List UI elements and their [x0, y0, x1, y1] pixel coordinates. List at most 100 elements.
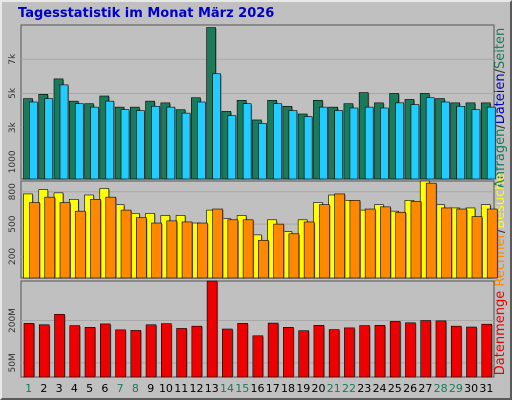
bar-dateien-day-9	[151, 105, 160, 180]
bar-rechner-day-20	[319, 204, 330, 279]
bar-rechner-day-22	[349, 200, 361, 279]
bar-datenmenge-day-22	[344, 327, 355, 378]
y-tick-label: 3k	[8, 121, 18, 133]
bar-datenmenge-day-30	[466, 326, 477, 378]
y-tick-label: 500	[8, 215, 18, 232]
x-tick-label-day-31: 31	[479, 382, 493, 395]
bar-rechner-day-11	[181, 221, 193, 279]
x-tick-label-day-9: 9	[147, 382, 154, 395]
y-tick-label: 200M	[8, 308, 18, 333]
x-tick-label-day-4: 4	[71, 382, 78, 395]
bar-rechner-day-2	[44, 196, 56, 279]
bar-rechner-day-12	[197, 222, 208, 279]
bar-datenmenge-day-2	[38, 324, 50, 378]
bar-rechner-day-21	[334, 193, 345, 279]
bar-datenmenge-day-19	[298, 330, 309, 378]
bar-rechner-day-5	[90, 199, 101, 279]
bar-rechner-day-19	[303, 221, 315, 279]
bar-rechner-day-29	[456, 208, 468, 279]
bar-dateien-day-31	[486, 106, 496, 180]
x-tick-label-day-15: 15	[235, 382, 249, 395]
bar-rechner-day-31	[486, 208, 498, 279]
bar-dateien-day-20	[319, 106, 328, 180]
bar-dateien-day-8	[136, 110, 145, 180]
bar-dateien-day-4	[74, 103, 84, 180]
x-tick-label-day-27: 27	[418, 382, 432, 395]
x-tick-label-day-18: 18	[281, 382, 295, 395]
x-tick-label-day-19: 19	[296, 382, 310, 395]
x-tick-label-day-22: 22	[342, 382, 356, 395]
bar-rechner-day-4	[74, 210, 86, 279]
bar-datenmenge-day-28	[435, 320, 447, 378]
legend-part: /	[493, 228, 508, 233]
chart-title: Tagesstatistik im Monat März 2026	[18, 6, 275, 21]
bar-dateien-day-25	[395, 102, 404, 180]
x-tick-label-day-25: 25	[388, 382, 402, 395]
x-tick-label-day-23: 23	[357, 382, 371, 395]
bar-dateien-day-24	[380, 107, 389, 180]
y-tick-label: 50M	[8, 353, 18, 372]
bar-datenmenge-day-3	[54, 314, 65, 378]
legend-part: Seiten	[493, 28, 508, 69]
bar-rechner-day-17	[273, 223, 284, 279]
bar-rechner-day-6	[105, 196, 117, 279]
bar-dateien-day-11	[181, 112, 191, 180]
bar-datenmenge-day-23	[359, 325, 370, 378]
bar-datenmenge-day-15	[237, 323, 248, 378]
bar-dateien-day-30	[471, 109, 481, 180]
bar-datenmenge-day-20	[313, 325, 325, 378]
legend-bottom-label: Datenmenge	[493, 291, 508, 375]
bar-dateien-day-26	[410, 104, 420, 180]
legend-part: /	[493, 124, 508, 129]
bar-datenmenge-day-4	[69, 325, 81, 378]
x-tick-label-day-26: 26	[403, 382, 417, 395]
bar-dateien-day-23	[364, 106, 374, 180]
x-tick-label-day-6: 6	[101, 382, 108, 395]
bar-datenmenge-day-10	[161, 323, 172, 378]
bar-dateien-day-5	[90, 106, 99, 180]
bar-datenmenge-day-9	[145, 324, 157, 378]
bar-datenmenge-day-26	[405, 322, 416, 378]
y-tick-label: 200	[8, 248, 18, 265]
bar-rechner-day-13	[212, 208, 223, 279]
legend-part: /	[493, 68, 508, 73]
bar-dateien-day-7	[120, 109, 130, 180]
bar-rechner-day-10	[166, 220, 178, 279]
x-tick-label-day-24: 24	[373, 382, 387, 395]
bar-datenmenge-day-8	[130, 330, 142, 378]
bar-datenmenge-day-17	[267, 322, 279, 378]
bar-rechner-day-24	[380, 206, 391, 279]
bar-rechner-day-18	[288, 233, 300, 279]
x-tick-label-day-16: 16	[251, 382, 265, 395]
bar-datenmenge-day-29	[450, 325, 462, 378]
bar-rechner-day-28	[441, 207, 452, 279]
x-tick-label-day-21: 21	[327, 382, 341, 395]
bar-datenmenge-day-12	[191, 325, 203, 378]
legend-part: Datenmenge	[493, 291, 508, 375]
bar-datenmenge-day-1	[23, 323, 35, 378]
bar-dateien-day-1	[29, 101, 38, 180]
bar-rechner-day-14	[227, 219, 239, 279]
bar-datenmenge-day-6	[99, 323, 111, 378]
bar-dateien-day-2	[44, 98, 54, 180]
bar-dateien-day-16	[258, 123, 267, 180]
bar-rechner-day-15	[242, 219, 254, 279]
y-tick-label: 1000	[8, 150, 18, 173]
bar-dateien-day-29	[456, 105, 466, 180]
x-tick-label-day-12: 12	[189, 382, 203, 395]
bar-datenmenge-day-5	[84, 327, 96, 378]
bar-dateien-day-6	[105, 100, 115, 180]
legend-top-label: Anfragen/Dateien/Seiten	[493, 28, 508, 188]
bar-dateien-day-13	[212, 73, 221, 180]
bar-rechner-day-27	[425, 182, 437, 279]
x-tick-label-day-5: 5	[86, 382, 93, 395]
bar-datenmenge-day-18	[283, 327, 294, 378]
x-tick-label-day-20: 20	[312, 382, 326, 395]
bar-dateien-day-17	[273, 103, 282, 180]
bar-dateien-day-14	[227, 115, 237, 180]
x-tick-label-day-2: 2	[40, 382, 47, 395]
bar-rechner-day-3	[59, 202, 71, 279]
x-tick-label-day-14: 14	[220, 382, 234, 395]
bar-rechner-day-30	[471, 216, 483, 279]
